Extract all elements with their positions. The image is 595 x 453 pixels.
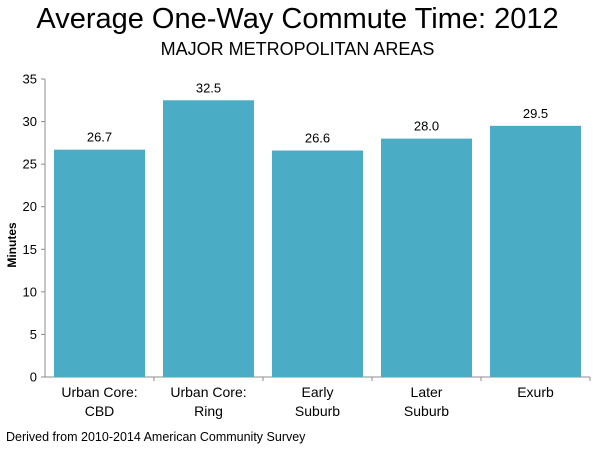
x-tick-label: Suburb — [295, 403, 340, 419]
y-tick-label: 30 — [23, 114, 37, 129]
source-note: Derived from 2010-2014 American Communit… — [6, 430, 306, 444]
x-tick-label: Early — [302, 384, 334, 400]
data-label: 26.7 — [87, 130, 112, 145]
y-axis-label: Minutes — [5, 222, 19, 268]
bar — [54, 149, 145, 377]
x-tick-label: Later — [411, 384, 443, 400]
bar — [381, 138, 472, 377]
y-tick-label: 35 — [23, 72, 37, 87]
x-tick-label: Suburb — [404, 403, 449, 419]
data-label: 26.6 — [305, 131, 330, 146]
y-tick-label: 5 — [30, 327, 37, 342]
bar — [490, 125, 581, 377]
plot-area: 0 5 10 15 20 25 30 35 26.7 Urban Core: CBD 32.5 Urba… — [23, 72, 591, 419]
data-label: 32.5 — [196, 80, 221, 95]
x-tick-label: CBD — [85, 403, 115, 419]
data-label: 29.5 — [523, 106, 548, 121]
bar — [163, 100, 254, 378]
data-label: 28.0 — [414, 119, 439, 134]
chart-title: Average One-Way Commute Time: 2012 — [36, 3, 559, 35]
y-tick-label: 0 — [30, 370, 37, 385]
bar — [272, 150, 363, 377]
x-tick-label: Ring — [194, 403, 223, 419]
chart-subtitle: MAJOR METROPOLITAN AREAS — [160, 39, 435, 59]
x-tick-label: Urban Core: — [61, 384, 137, 400]
x-tick-label: Exurb — [517, 384, 554, 400]
y-tick-label: 15 — [23, 242, 37, 257]
y-tick-label: 25 — [23, 157, 37, 172]
y-tick-label: 10 — [23, 284, 37, 299]
y-tick-label: 20 — [23, 199, 37, 214]
x-tick-label: Urban Core: — [170, 384, 246, 400]
